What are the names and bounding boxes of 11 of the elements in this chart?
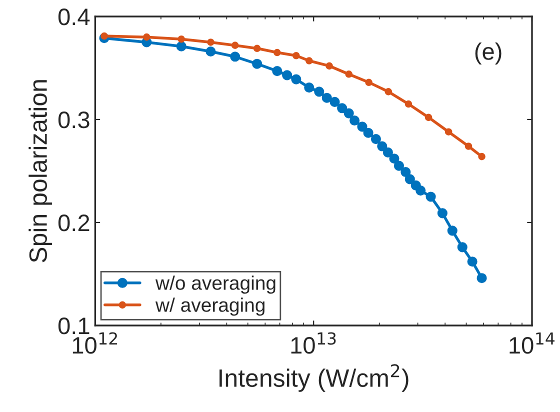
y-axis-title: Spin polarization bbox=[28, 80, 52, 262]
y-tick-label: 0.2 bbox=[58, 214, 90, 232]
y-tick-label: 0.1 bbox=[58, 318, 90, 334]
y-tick-label: 0.3 bbox=[58, 112, 90, 128]
x-tick-label: 10$^{14}$ bbox=[510, 332, 555, 354]
y-tick-label: 0.4 bbox=[58, 8, 90, 26]
legend-label: w/ averaging bbox=[155, 298, 264, 316]
x-tick-label: 10$^{13}$ bbox=[291, 332, 336, 354]
x-axis-title: Intensity (W/cm$^{2}$) bbox=[220, 364, 408, 392]
annotation: (e) bbox=[475, 42, 502, 65]
legend-label: w/o averaging bbox=[155, 276, 276, 294]
